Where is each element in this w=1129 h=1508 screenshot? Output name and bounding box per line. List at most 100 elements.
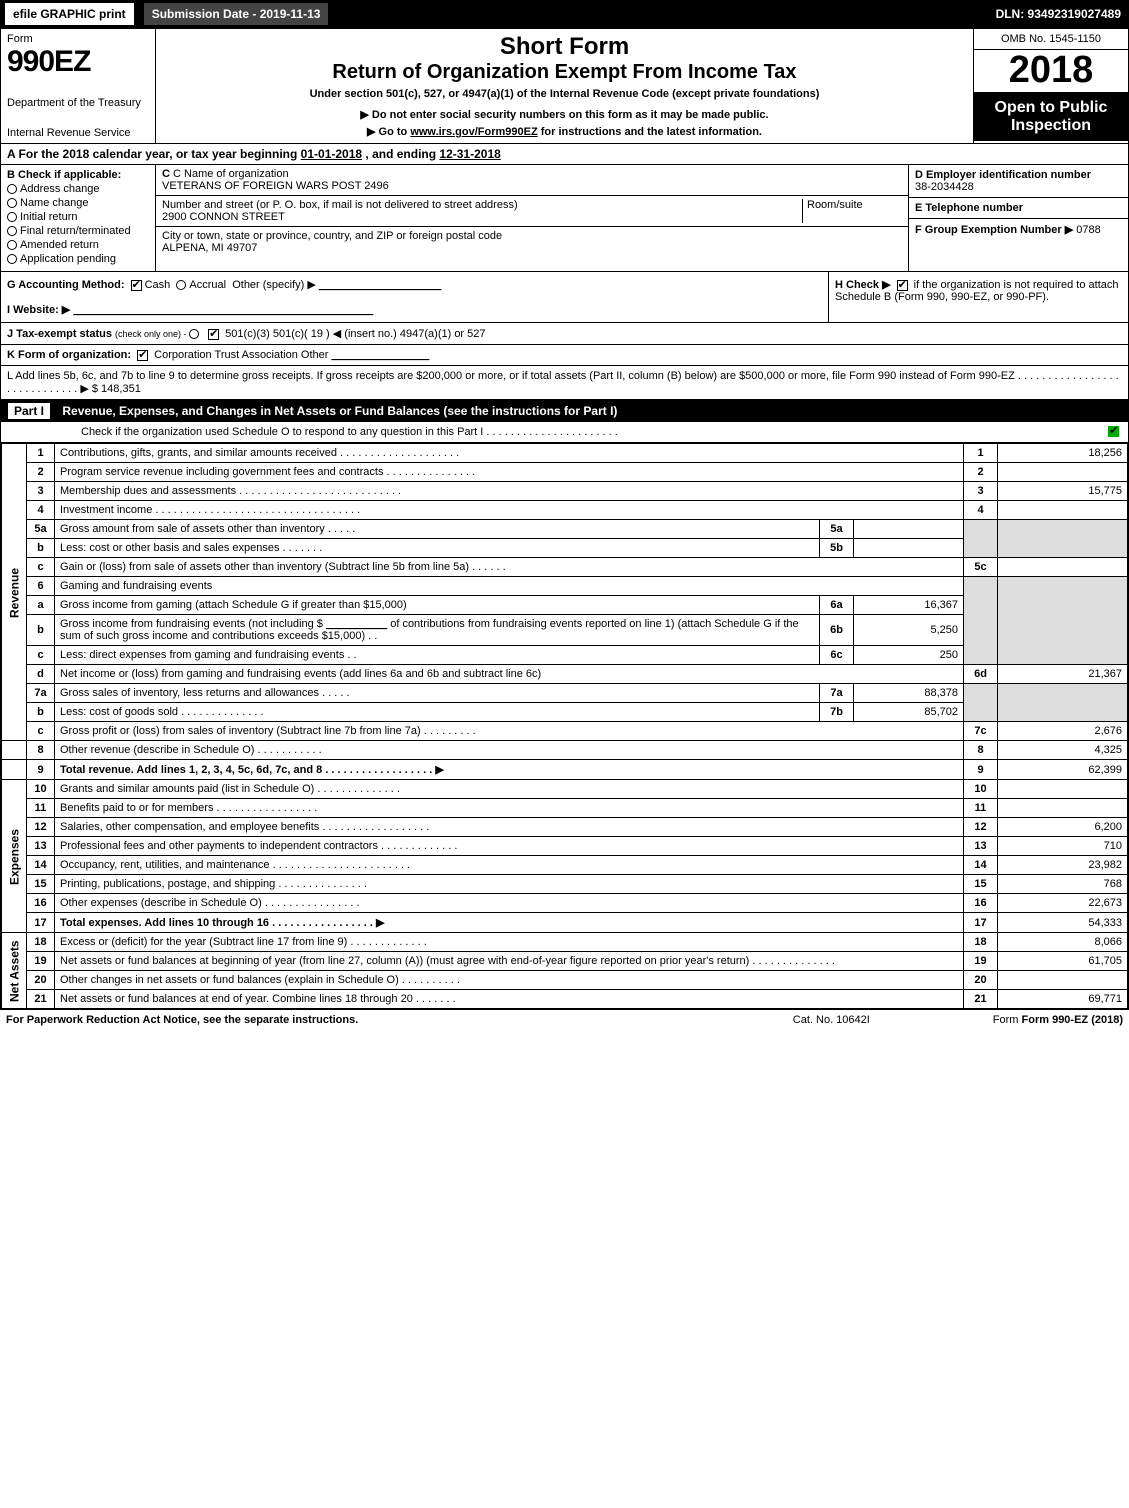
l21-desc: Net assets or fund balances at end of ye… xyxy=(55,990,964,1009)
cb-schedule-o-used[interactable] xyxy=(1108,426,1119,437)
l7a-desc: Gross sales of inventory, less returns a… xyxy=(55,684,820,703)
cb-amended-return[interactable]: Amended return xyxy=(7,239,149,251)
l6c-desc: Less: direct expenses from gaming and fu… xyxy=(55,646,820,665)
cb-accrual-label: Accrual xyxy=(189,279,226,291)
l10-num: 10 xyxy=(27,780,55,799)
org-name-label: C C Name of organization xyxy=(162,168,902,180)
circle-icon xyxy=(7,254,17,264)
header-center: Short Form Return of Organization Exempt… xyxy=(156,29,973,143)
telephone-label: E Telephone number xyxy=(915,202,1023,214)
l20-amt xyxy=(998,971,1128,990)
circle-icon xyxy=(7,226,17,236)
footer-left: For Paperwork Reduction Act Notice, see … xyxy=(6,1014,793,1026)
l14-num: 14 xyxy=(27,856,55,875)
l7b-desc: Less: cost of goods sold . . . . . . . .… xyxy=(55,703,820,722)
line-l: L Add lines 5b, 6c, and 7b to line 9 to … xyxy=(1,366,1128,400)
l8-amt: 4,325 xyxy=(998,741,1128,760)
section-b-title: B Check if applicable: xyxy=(7,169,149,181)
group-exemption-label: F Group Exemption Number ▶ xyxy=(915,224,1076,236)
l6b-sn: 6b xyxy=(820,615,854,646)
city-label: City or town, state or province, country… xyxy=(162,230,902,242)
l17-num: 17 xyxy=(27,913,55,933)
l18-desc: Excess or (deficit) for the year (Subtra… xyxy=(55,933,964,952)
goto-post: for instructions and the latest informat… xyxy=(538,126,762,138)
line-gh: G Accounting Method: Cash Accrual Other … xyxy=(1,272,1128,323)
l17-ln: 17 xyxy=(964,913,998,933)
submission-date-button[interactable]: Submission Date - 2019-11-13 xyxy=(143,2,330,26)
cb-initial-return-label: Initial return xyxy=(20,211,77,223)
top-bar: efile GRAPHIC print Submission Date - 20… xyxy=(0,0,1129,28)
cb-final-return[interactable]: Final return/terminated xyxy=(7,225,149,237)
l6b-d1: Gross income from fundraising events (no… xyxy=(60,618,326,630)
l21-num: 21 xyxy=(27,990,55,1009)
l8-ln: 8 xyxy=(964,741,998,760)
efile-graphic-print-button[interactable]: efile GRAPHIC print xyxy=(4,2,135,26)
l6d-amt: 21,367 xyxy=(998,665,1128,684)
l5a-num: 5a xyxy=(27,520,55,539)
row-a-period: A For the 2018 calendar year, or tax yea… xyxy=(1,144,1128,165)
l3-amt: 15,775 xyxy=(998,482,1128,501)
circle-icon xyxy=(7,198,17,208)
line-k-opts: Corporation Trust Association Other xyxy=(154,349,328,361)
l20-ln: 20 xyxy=(964,971,998,990)
section-def: D Employer identification number 38-2034… xyxy=(908,165,1128,271)
l5b-sn: 5b xyxy=(820,539,854,558)
line-l-text: L Add lines 5b, 6c, and 7b to line 9 to … xyxy=(7,370,1119,395)
cb-address-change[interactable]: Address change xyxy=(7,183,149,195)
cb-cash[interactable] xyxy=(131,280,142,291)
l13-amt: 710 xyxy=(998,837,1128,856)
l12-num: 12 xyxy=(27,818,55,837)
part-1-check-line: Check if the organization used Schedule … xyxy=(1,422,1128,443)
header-left: Form 990EZ Department of the Treasury In… xyxy=(1,29,156,143)
l15-num: 15 xyxy=(27,875,55,894)
l7c-desc: Gross profit or (loss) from sales of inv… xyxy=(55,722,964,741)
line-g-blank: ____________________ xyxy=(319,279,441,291)
part-1-header: Part I Revenue, Expenses, and Changes in… xyxy=(1,400,1128,422)
l13-desc: Professional fees and other payments to … xyxy=(55,837,964,856)
cb-application-pending[interactable]: Application pending xyxy=(7,253,149,265)
circle-icon xyxy=(7,240,17,250)
open-to-public: Open to Public Inspection xyxy=(974,93,1128,141)
l19-amt: 61,705 xyxy=(998,952,1128,971)
part-1-title: Revenue, Expenses, and Changes in Net As… xyxy=(62,404,617,418)
tax-year: 2018 xyxy=(974,50,1128,93)
cb-schedule-b-not-required[interactable] xyxy=(897,280,908,291)
cb-name-change[interactable]: Name change xyxy=(7,197,149,209)
l9-ln: 9 xyxy=(964,760,998,780)
l3-desc: Membership dues and assessments . . . . … xyxy=(55,482,964,501)
l10-desc: Grants and similar amounts paid (list in… xyxy=(55,780,964,799)
l7b-sn: 7b xyxy=(820,703,854,722)
entity-row: B Check if applicable: Address change Na… xyxy=(1,165,1128,272)
l7c-ln: 7c xyxy=(964,722,998,741)
circle-icon xyxy=(7,184,17,194)
circle-icon xyxy=(189,329,199,339)
cb-other-label: Other (specify) ▶ xyxy=(232,279,316,291)
group-exemption-value: 0788 xyxy=(1076,224,1100,236)
l1-num: 1 xyxy=(27,444,55,463)
side-expenses: Expenses xyxy=(2,780,27,933)
l6a-samt: 16,367 xyxy=(854,596,964,615)
street-label: Number and street (or P. O. box, if mail… xyxy=(162,199,802,211)
l6d-desc: Net income or (loss) from gaming and fun… xyxy=(55,665,964,684)
l19-desc: Net assets or fund balances at beginning… xyxy=(55,952,964,971)
l5c-num: c xyxy=(27,558,55,577)
cb-501c[interactable] xyxy=(208,329,219,340)
l20-num: 20 xyxy=(27,971,55,990)
footer-mid: Cat. No. 10642I xyxy=(793,1014,993,1026)
section-e: E Telephone number xyxy=(909,198,1128,219)
goto-link[interactable]: www.irs.gov/Form990EZ xyxy=(410,126,537,138)
line-j-small: (check only one) - xyxy=(115,329,189,339)
l6b-samt: 5,250 xyxy=(854,615,964,646)
ledger-table: Revenue 1 Contributions, gifts, grants, … xyxy=(1,443,1128,1009)
l7c-num: c xyxy=(27,722,55,741)
l11-ln: 11 xyxy=(964,799,998,818)
side-netassets: Net Assets xyxy=(2,933,27,1009)
ein-value: 38-2034428 xyxy=(915,181,1122,193)
cb-initial-return[interactable]: Initial return xyxy=(7,211,149,223)
circle-icon xyxy=(7,212,17,222)
l2-ln: 2 xyxy=(964,463,998,482)
room-suite-cell: Room/suite xyxy=(802,199,902,223)
grey-cell xyxy=(998,684,1128,722)
footer-row: For Paperwork Reduction Act Notice, see … xyxy=(0,1010,1129,1030)
cb-corporation[interactable] xyxy=(137,350,148,361)
